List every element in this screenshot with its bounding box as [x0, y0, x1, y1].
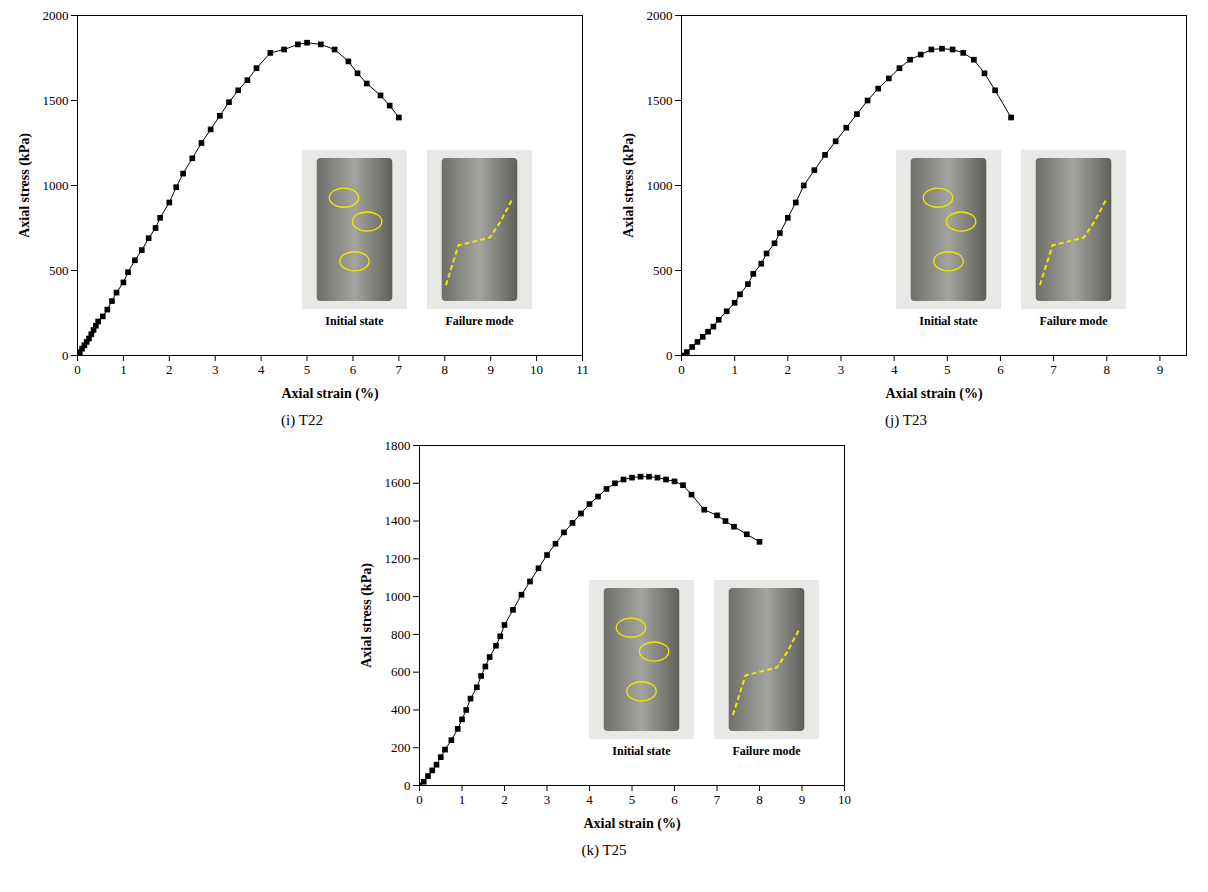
- svg-text:4: 4: [891, 362, 898, 377]
- svg-text:1600: 1600: [385, 475, 411, 490]
- svg-text:2: 2: [166, 362, 173, 377]
- svg-text:6: 6: [350, 362, 357, 377]
- svg-text:Axial strain (%): Axial strain (%): [281, 386, 379, 402]
- svg-text:9: 9: [1157, 362, 1164, 377]
- svg-text:3: 3: [544, 792, 551, 807]
- svg-text:1: 1: [459, 792, 466, 807]
- svg-text:8: 8: [442, 362, 449, 377]
- svg-text:1: 1: [731, 362, 738, 377]
- svg-text:1000: 1000: [43, 178, 69, 193]
- svg-text:5: 5: [304, 362, 311, 377]
- svg-text:4: 4: [258, 362, 265, 377]
- svg-text:7: 7: [1050, 362, 1057, 377]
- html-text:(i) T22: (i) T22: [281, 412, 323, 428]
- html-text:(k) T25: (k) T25: [581, 842, 627, 858]
- svg-text:Axial strain (%): Axial strain (%): [583, 816, 681, 832]
- svg-text:9: 9: [487, 362, 494, 377]
- html-text:Failure mode: Failure mode: [1039, 314, 1108, 328]
- svg-text:400: 400: [391, 702, 411, 717]
- svg-text:11: 11: [576, 362, 589, 377]
- svg-text:0: 0: [678, 362, 685, 377]
- html-text:Failure mode: Failure mode: [732, 744, 801, 758]
- svg-text:1500: 1500: [43, 93, 69, 108]
- svg-text:0: 0: [404, 778, 411, 793]
- svg-text:0: 0: [416, 792, 423, 807]
- svg-text:Axial strain (%): Axial strain (%): [885, 386, 983, 402]
- svg-text:Axial stress (kPa): Axial stress (kPa): [621, 133, 637, 238]
- svg-text:2: 2: [785, 362, 792, 377]
- svg-text:200: 200: [391, 740, 411, 755]
- svg-text:10: 10: [530, 362, 543, 377]
- html-text:Initial state: Initial state: [612, 744, 671, 758]
- svg-text:800: 800: [391, 627, 411, 642]
- svg-text:1400: 1400: [385, 513, 411, 528]
- svg-text:7: 7: [396, 362, 403, 377]
- svg-text:600: 600: [391, 664, 411, 679]
- svg-text:500: 500: [49, 263, 69, 278]
- svg-text:0: 0: [666, 348, 673, 363]
- svg-text:3: 3: [212, 362, 219, 377]
- svg-text:0: 0: [62, 348, 69, 363]
- svg-text:8: 8: [1104, 362, 1111, 377]
- svg-text:1800: 1800: [385, 438, 411, 453]
- svg-text:0: 0: [74, 362, 81, 377]
- svg-text:1000: 1000: [385, 589, 411, 604]
- svg-text:2000: 2000: [647, 8, 673, 23]
- svg-text:1200: 1200: [385, 551, 411, 566]
- svg-text:3: 3: [838, 362, 845, 377]
- svg-text:10: 10: [838, 792, 851, 807]
- svg-text:6: 6: [671, 792, 678, 807]
- svg-text:9: 9: [799, 792, 806, 807]
- svg-text:5: 5: [944, 362, 951, 377]
- svg-text:2: 2: [501, 792, 508, 807]
- html-text:(j) T23: (j) T23: [885, 412, 927, 428]
- svg-text:7: 7: [714, 792, 721, 807]
- svg-text:Axial stress (kPa): Axial stress (kPa): [17, 133, 33, 238]
- svg-text:1: 1: [120, 362, 127, 377]
- svg-text:Axial stress (kPa): Axial stress (kPa): [359, 563, 375, 668]
- svg-text:500: 500: [653, 263, 673, 278]
- svg-text:2000: 2000: [43, 8, 69, 23]
- svg-text:1500: 1500: [647, 93, 673, 108]
- svg-text:6: 6: [997, 362, 1004, 377]
- svg-text:5: 5: [629, 792, 636, 807]
- svg-text:8: 8: [756, 792, 763, 807]
- svg-text:4: 4: [586, 792, 593, 807]
- svg-text:1000: 1000: [647, 178, 673, 193]
- html-text:Initial state: Initial state: [325, 314, 384, 328]
- html-text:Failure mode: Failure mode: [445, 314, 514, 328]
- html-text:Initial state: Initial state: [919, 314, 978, 328]
